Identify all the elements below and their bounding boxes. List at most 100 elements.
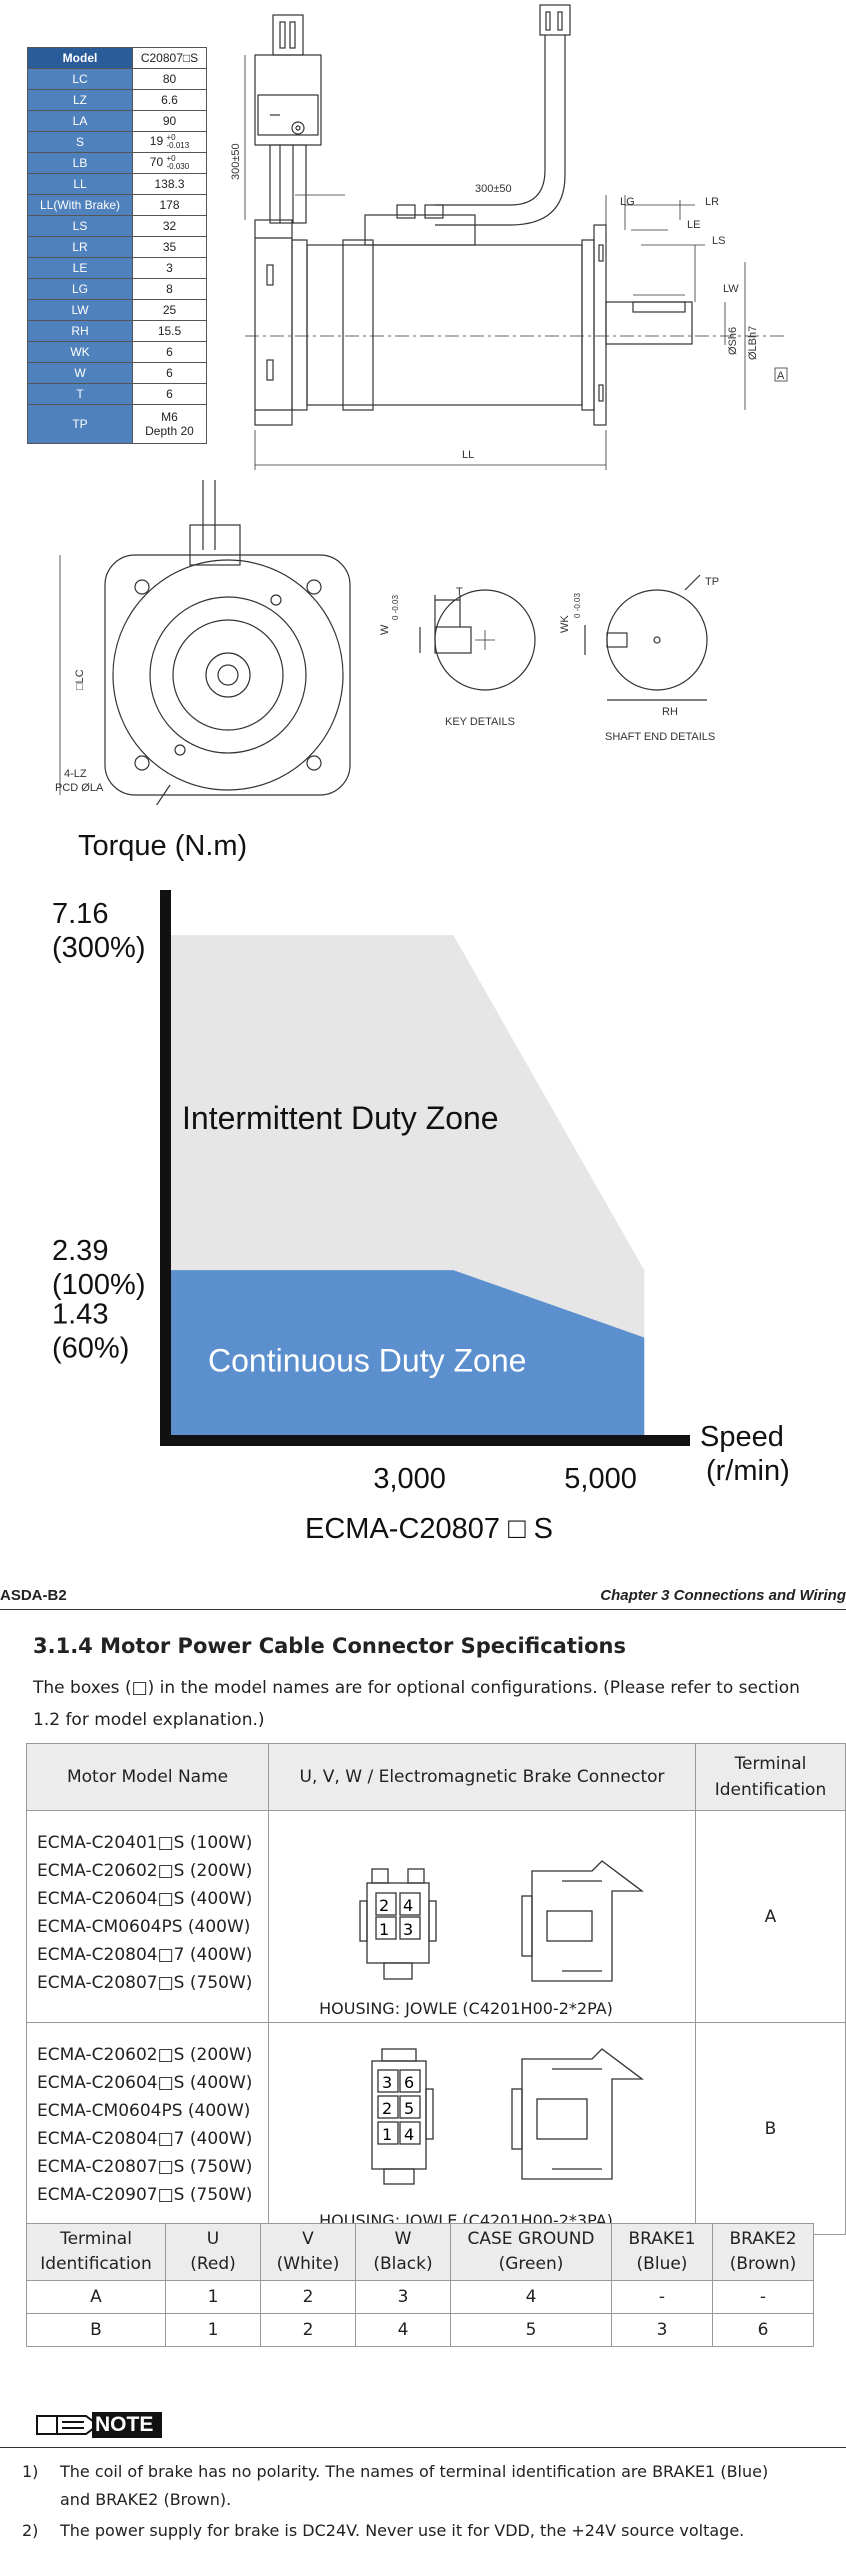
model-list-b: ECMA-C20602□S (200W) ECMA-C20604□S (400W… — [25, 2022, 270, 2235]
col-head-line1: V — [302, 2229, 314, 2249]
note-badge: NOTE — [36, 2410, 164, 2440]
spec-tolerance: +0 -0.013 — [167, 134, 190, 150]
note-item-1-num: 1) — [22, 2462, 39, 2481]
note-rule — [0, 2447, 846, 2448]
shaft-end-details-caption: SHAFT END DETAILS — [605, 731, 715, 743]
housing-label-a: HOUSING: JOWLE (C4201H00-2*2PA) — [319, 1999, 613, 2018]
spec-key: LL — [27, 173, 133, 195]
terminal-assignment-table: Terminal Identification U (Red) V (White) W (Bl… — [26, 2223, 814, 2347]
terminal-col-head: BRAKE2 (Brown) — [712, 2223, 814, 2281]
terminal-col-head: U (Red) — [165, 2223, 261, 2281]
model-name: ECMA-C20807□S (750W) — [37, 2157, 253, 2177]
key-details-caption: KEY DETAILS — [445, 716, 515, 728]
connector-2x3-drawing: 3 6 2 5 1 4 — [371, 2047, 644, 2185]
pin-label: 1 — [382, 2125, 392, 2144]
spec-key: LW — [27, 299, 133, 321]
dim-lc-label: □LC — [74, 669, 86, 690]
col-head-connector: U, V, W / Electromagnetic Brake Connecto… — [268, 1743, 696, 1811]
spec-row: LZ 6.6 — [27, 89, 207, 111]
spec-value: C20807□S — [132, 47, 207, 69]
series-label: Intermittent Duty Zone — [182, 1100, 499, 1136]
connector-spec-table: Motor Model Name U, V, W / Electromagnet… — [25, 1743, 846, 2235]
connector-cell-a: 2 4 1 3 HOUSING: JOWLE (C4201H00-2*2PA) — [268, 1810, 696, 2023]
spec-row-tp: TP M6 Depth 20 — [27, 404, 207, 444]
model-name: ECMA-C20401□S (100W) — [37, 1833, 253, 1853]
dim-ll-label: LL — [462, 449, 474, 461]
connector-cell-b: 3 6 2 5 1 4 HOUSING: JOWLE (C4201H00-2*3… — [268, 2022, 696, 2235]
spec-tolerance: +0 -0.030 — [167, 155, 190, 171]
connector-2x2-drawing: 2 4 1 3 — [359, 1860, 644, 1982]
torque-speed-chart: Torque (N.m) Intermittent Duty Zone Conti… — [52, 830, 790, 1545]
dim-pcd-label: PCD ØLA — [55, 782, 104, 794]
y-tick-percent: (60%) — [52, 1333, 129, 1365]
cable-length-label-left: 300±50 — [230, 143, 242, 180]
spec-value: 6 — [132, 341, 207, 363]
dim-lz-label: 4-LZ — [64, 768, 87, 780]
spec-key: LS — [27, 215, 133, 237]
spec-row: LC 80 — [27, 68, 207, 90]
col-head-line2: (White) — [276, 2254, 340, 2274]
dim-wk-label: WK — [559, 615, 571, 633]
terminal-cell: 2 — [260, 2313, 356, 2347]
y-tick-label: 2.39 — [52, 1235, 108, 1267]
spec-value: 8 — [132, 278, 207, 300]
terminal-cell: 6 — [712, 2313, 814, 2347]
terminal-cell: - — [712, 2280, 814, 2314]
col-head-line2: (Brown) — [729, 2254, 797, 2274]
terminal-cell: B — [26, 2313, 166, 2347]
motor-front-view-drawing: □LC 4-LZ PCD ØLA T W 0 -0.03 WK 0 -0.03 … — [55, 480, 719, 805]
model-name: ECMA-C20804□7 (400W) — [37, 1945, 253, 1965]
terminal-cell: 4 — [450, 2280, 612, 2314]
connector-row-b: ECMA-C20602□S (200W) ECMA-C20604□S (400W… — [25, 2022, 846, 2235]
col-head-model: Motor Model Name — [25, 1743, 270, 1811]
spec-value: 178 — [132, 194, 207, 216]
dim-lw-label: LW — [723, 283, 739, 295]
note-item-2-num: 2) — [22, 2521, 39, 2540]
dim-wk-tolerance: 0 -0.03 — [573, 593, 582, 618]
tol-upper: +0 — [166, 133, 176, 142]
spec-key: LE — [27, 257, 133, 279]
terminal-cell: 3 — [611, 2313, 713, 2347]
spec-key: LG — [27, 278, 133, 300]
spec-key: LB — [27, 152, 133, 174]
spec-value: 15.5 — [132, 320, 207, 342]
motor-side-view-drawing: 300±50 300±50 LG LR LE LS LW ØSh6 ØLBh7 … — [230, 4, 788, 470]
dim-lbh7-label: ØLBh7 — [747, 326, 759, 360]
model-name: ECMA-C20807□S (750W) — [37, 1973, 253, 1993]
spec-key: W — [27, 362, 133, 384]
model-name: ECMA-C20604□S (400W) — [37, 2073, 253, 2093]
spec-row: LL(With Brake) 178 — [27, 194, 207, 216]
chart-x-axis-label: Speed — [700, 1421, 784, 1453]
pin-label: 4 — [403, 1896, 413, 1915]
note-item-2-line1: The power supply for brake is DC24V. Nev… — [60, 2521, 745, 2540]
col-head-line1: BRAKE2 — [729, 2229, 797, 2249]
spec-nominal: 70 — [149, 155, 164, 170]
spec-row: LG 8 — [27, 278, 207, 300]
dimension-spec-table: Model C20807□S LC 80 LZ 6.6 LA 90 S 19 +0 -0.013… — [27, 47, 207, 444]
spec-row: LL 138.3 — [27, 173, 207, 195]
spec-key: LR — [27, 236, 133, 258]
terminal-cell: 5 — [450, 2313, 612, 2347]
tol-lower: -0.030 — [166, 162, 190, 171]
spec-value: 6.6 — [132, 89, 207, 111]
spec-value: 19 +0 -0.013 — [132, 131, 207, 153]
terminal-col-head: Terminal Identification — [26, 2223, 166, 2281]
intro-line-2: 1.2 for model explanation.) — [33, 1710, 265, 1730]
pin-label: 2 — [382, 2099, 392, 2118]
model-name: ECMA-C20804□7 (400W) — [37, 2129, 253, 2149]
spec-row: LR 35 — [27, 236, 207, 258]
terminal-table-header: Terminal Identification U (Red) V (White) W (Bl… — [26, 2223, 814, 2281]
spec-key: LL(With Brake) — [27, 194, 133, 216]
spec-row: LS 32 — [27, 215, 207, 237]
dim-lg-label: LG — [620, 196, 635, 208]
terminal-cell: 2 — [260, 2280, 356, 2314]
col-head-line1: U — [206, 2229, 220, 2249]
y-tick-percent: (100%) — [52, 1269, 146, 1301]
cable-length-label-right: 300±50 — [475, 183, 512, 195]
terminal-cell: 4 — [355, 2313, 451, 2347]
y-tick-percent: (300%) — [52, 932, 146, 964]
spec-header-row: Model C20807□S — [27, 47, 207, 69]
